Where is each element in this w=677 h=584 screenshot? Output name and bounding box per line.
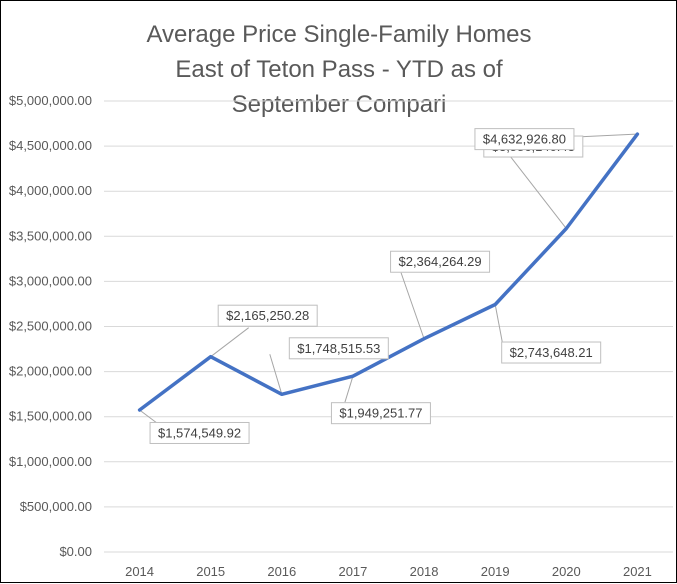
y-tick-label: $5,000,000.00 xyxy=(9,93,92,108)
series-layer xyxy=(137,132,640,412)
data-label: $2,165,250.28 xyxy=(217,304,318,327)
chart-title-line-1: Average Price Single-Family Homes xyxy=(146,21,531,48)
y-tick-label: $3,000,000.00 xyxy=(9,273,92,288)
label-leader-line xyxy=(400,272,425,339)
data-label: $1,949,251.77 xyxy=(330,402,431,425)
y-tick-label: $2,000,000.00 xyxy=(9,364,92,379)
data-label-box xyxy=(390,250,491,273)
data-label-text: $1,574,549.92 xyxy=(158,425,241,440)
data-label: $2,364,264.29 xyxy=(390,250,491,273)
x-axis-ticks: 2014 2015 2016 2017 2018 2019 2020 2021 xyxy=(125,564,652,579)
series-line xyxy=(137,132,640,412)
x-tick-label: 2018 xyxy=(410,564,439,579)
y-tick-label: $3,500,000.00 xyxy=(9,228,92,243)
label-leader-line xyxy=(269,354,283,395)
data-label-box xyxy=(330,402,431,425)
data-label-text: $2,364,264.29 xyxy=(398,254,481,269)
y-tick-label: $1,000,000.00 xyxy=(9,454,92,469)
x-tick-label: 2015 xyxy=(196,564,225,579)
label-leader-line xyxy=(573,133,638,138)
y-tick-label: $0.00 xyxy=(59,544,92,559)
data-label: $1,748,515.53 xyxy=(288,337,389,360)
data-label-box xyxy=(149,421,250,444)
x-tick-label: 2014 xyxy=(125,564,154,579)
label-leader-line xyxy=(344,376,354,403)
data-label-box xyxy=(501,341,602,364)
label-leaders xyxy=(139,133,638,426)
x-tick-label: 2017 xyxy=(338,564,367,579)
data-label: $4,632,926.80 xyxy=(474,128,575,151)
label-leader-line xyxy=(494,304,503,342)
data-label-box xyxy=(217,304,318,327)
data-label-box xyxy=(288,337,389,360)
y-tick-label: $1,500,000.00 xyxy=(9,409,92,424)
y-axis-ticks: $0.00 $500,000.00 $1,000,000.00 $1,500,000.… xyxy=(9,93,92,559)
chart-title-line-3: September Compari xyxy=(232,91,447,118)
label-leader-line xyxy=(210,327,249,358)
chart-title-line-2: East of Teton Pass - YTD as of xyxy=(175,56,503,83)
data-labels: $1,574,549.92 $2,165,250.28 $1,748,515.53 $… xyxy=(149,128,602,444)
data-label-text: $1,949,251.77 xyxy=(339,406,422,421)
y-tick-label: $4,500,000.00 xyxy=(9,138,92,153)
x-tick-label: 2021 xyxy=(623,564,652,579)
data-label-text: $4,632,926.80 xyxy=(483,132,566,147)
data-label-text: $2,743,648.21 xyxy=(510,345,593,360)
data-label: $2,743,648.21 xyxy=(501,341,602,364)
y-tick-label: $500,000.00 xyxy=(20,499,92,514)
data-label-text: $2,165,250.28 xyxy=(226,308,309,323)
data-label-box xyxy=(474,128,575,151)
gridlines xyxy=(104,100,673,553)
y-tick-label: $4,000,000.00 xyxy=(9,183,92,198)
label-leader-line xyxy=(499,143,567,229)
data-label: $1,574,549.92 xyxy=(149,421,250,444)
x-tick-label: 2020 xyxy=(552,564,581,579)
x-tick-label: 2019 xyxy=(481,564,510,579)
data-label-text: $1,748,515.53 xyxy=(297,341,380,356)
x-tick-label: 2016 xyxy=(267,564,296,579)
y-tick-label: $2,500,000.00 xyxy=(9,319,92,334)
